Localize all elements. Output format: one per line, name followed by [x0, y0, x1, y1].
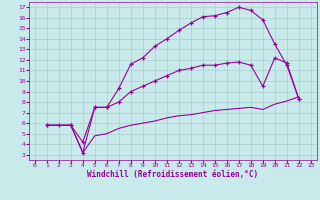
- X-axis label: Windchill (Refroidissement éolien,°C): Windchill (Refroidissement éolien,°C): [87, 170, 258, 179]
